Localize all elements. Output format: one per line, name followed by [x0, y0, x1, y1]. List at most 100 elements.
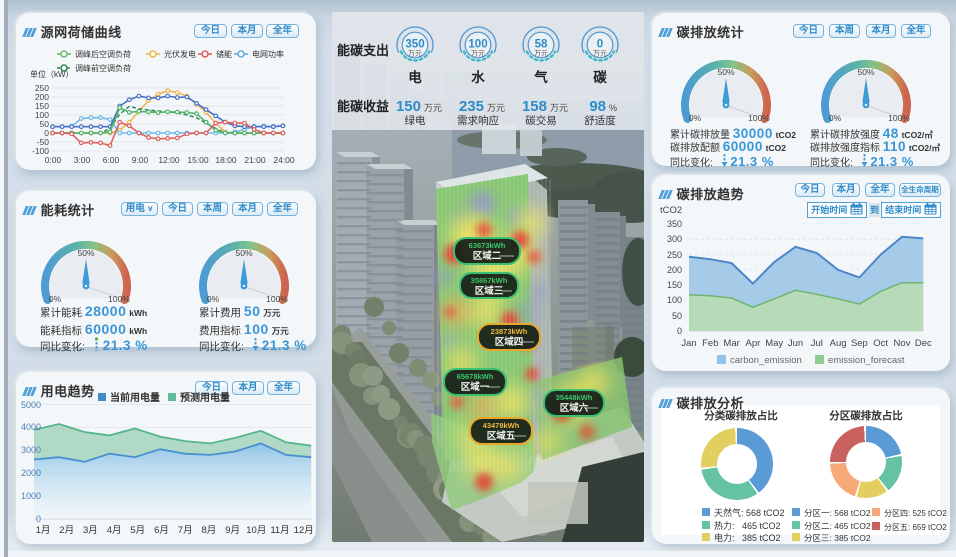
svg-text:0%: 0% — [49, 294, 62, 304]
svg-text:100%: 100% — [266, 294, 288, 304]
svg-text:0%: 0% — [207, 294, 220, 304]
svg-text:12月: 12月 — [294, 525, 314, 536]
svg-text:Jan: Jan — [681, 338, 696, 349]
svg-text:158: 158 — [522, 98, 547, 115]
svg-text:万元: 万元 — [408, 50, 422, 58]
svg-text:碳: 碳 — [593, 69, 607, 85]
svg-text:当前用电量: 当前用电量 — [110, 391, 160, 404]
svg-text:Dec: Dec — [915, 338, 932, 349]
svg-text:4月: 4月 — [107, 525, 122, 536]
svg-text:9月: 9月 — [225, 525, 240, 536]
svg-text:50: 50 — [672, 311, 682, 321]
svg-text:光伏发电: 光伏发电 — [164, 49, 196, 59]
svg-text:3000: 3000 — [21, 445, 41, 455]
svg-text:2月: 2月 — [59, 525, 74, 536]
svg-text:储能: 储能 — [216, 49, 232, 59]
svg-text:万元: 万元 — [424, 103, 442, 113]
svg-text:4000: 4000 — [21, 422, 41, 432]
svg-text:气: 气 — [533, 69, 548, 85]
svg-text:Jul: Jul — [811, 338, 823, 349]
svg-text:6月: 6月 — [154, 525, 169, 536]
svg-text:2000: 2000 — [21, 468, 41, 478]
svg-text:0: 0 — [677, 326, 682, 336]
svg-text:区域三: 区域三 — [475, 285, 504, 297]
svg-text:调峰前空调负荷: 调峰前空调负荷 — [75, 63, 131, 73]
svg-text:emission_forecast: emission_forecast — [828, 355, 905, 366]
svg-text:-50: -50 — [37, 137, 50, 147]
svg-text:5月: 5月 — [130, 525, 145, 536]
svg-text:50%: 50% — [857, 67, 874, 77]
svg-text:1000: 1000 — [21, 491, 41, 501]
svg-text:9:00: 9:00 — [132, 155, 149, 165]
svg-text:预测用电量: 预测用电量 — [180, 391, 230, 404]
svg-text:50%: 50% — [717, 67, 734, 77]
svg-text:200: 200 — [35, 92, 49, 102]
svg-text:35867kWh: 35867kWh — [471, 276, 508, 285]
svg-text:50: 50 — [40, 119, 50, 129]
svg-text:调峰后空调负荷: 调峰后空调负荷 — [75, 49, 131, 59]
svg-text:150: 150 — [35, 101, 49, 111]
svg-text:0: 0 — [44, 128, 49, 138]
svg-text:区域四: 区域四 — [495, 336, 524, 348]
svg-text:Apr: Apr — [746, 338, 761, 349]
svg-text:235: 235 — [459, 98, 484, 115]
svg-text:150: 150 — [396, 98, 421, 115]
svg-text:能碳收益: 能碳收益 — [337, 99, 389, 114]
svg-text:电: 电 — [408, 69, 422, 85]
svg-text:需求响应: 需求响应 — [457, 114, 499, 127]
svg-text:43478kWh: 43478kWh — [483, 421, 520, 430]
svg-text:0: 0 — [36, 514, 41, 524]
svg-text:水: 水 — [471, 69, 485, 85]
svg-text:350: 350 — [667, 219, 682, 229]
svg-text:万元: 万元 — [471, 50, 485, 58]
svg-text:300: 300 — [667, 234, 682, 244]
svg-text:电网功率: 电网功率 — [252, 49, 284, 59]
svg-text:Nov: Nov — [894, 338, 911, 349]
svg-text:250: 250 — [667, 250, 682, 260]
svg-text:万元: 万元 — [534, 50, 548, 58]
svg-text:3:00: 3:00 — [74, 155, 91, 165]
svg-text:250: 250 — [35, 83, 49, 93]
svg-text:100%: 100% — [108, 294, 130, 304]
svg-text:tCO2: tCO2 — [660, 205, 682, 216]
svg-text:12:00: 12:00 — [158, 155, 180, 165]
svg-text:24:00: 24:00 — [273, 155, 295, 165]
svg-text:Aug: Aug — [830, 338, 847, 349]
svg-text:98: 98 — [589, 98, 606, 115]
svg-text:200: 200 — [667, 265, 682, 275]
svg-text:7月: 7月 — [178, 525, 193, 536]
svg-text:23873kWh: 23873kWh — [491, 327, 528, 336]
svg-text:100: 100 — [667, 295, 682, 305]
svg-text:Mar: Mar — [723, 338, 739, 349]
svg-text:10月: 10月 — [246, 525, 266, 536]
svg-text:3月: 3月 — [83, 525, 98, 536]
svg-text:50%: 50% — [235, 248, 252, 258]
svg-text:Sep: Sep — [851, 338, 868, 349]
svg-text:150: 150 — [667, 280, 682, 290]
svg-text:63673kWh: 63673kWh — [469, 241, 506, 250]
svg-text:0: 0 — [597, 39, 603, 51]
svg-text:6:00: 6:00 — [103, 155, 120, 165]
svg-text:11月: 11月 — [270, 525, 289, 536]
svg-text:单位（kW）: 单位（kW） — [30, 69, 74, 79]
svg-text:1月: 1月 — [36, 525, 51, 536]
svg-text:碳交易: 碳交易 — [525, 114, 557, 127]
svg-text:58: 58 — [535, 39, 548, 51]
svg-text:65678kWh: 65678kWh — [457, 372, 494, 381]
svg-text:万元: 万元 — [593, 50, 607, 58]
svg-text:100%: 100% — [748, 113, 770, 123]
svg-text:区域二: 区域二 — [473, 250, 502, 262]
svg-text:舒适度: 舒适度 — [584, 114, 616, 127]
svg-text:区域五: 区域五 — [487, 430, 516, 442]
svg-text:100%: 100% — [888, 113, 910, 123]
svg-text:Jun: Jun — [788, 338, 803, 349]
svg-text:100: 100 — [35, 110, 49, 120]
svg-text:5000: 5000 — [21, 400, 41, 410]
svg-text:35448kWh: 35448kWh — [556, 393, 593, 402]
svg-text:100: 100 — [468, 39, 487, 51]
svg-text:万元: 万元 — [487, 103, 505, 113]
svg-text:万元: 万元 — [550, 103, 568, 113]
svg-text:Oct: Oct — [873, 338, 888, 349]
svg-text:%: % — [609, 103, 617, 113]
svg-text:8月: 8月 — [202, 525, 217, 536]
